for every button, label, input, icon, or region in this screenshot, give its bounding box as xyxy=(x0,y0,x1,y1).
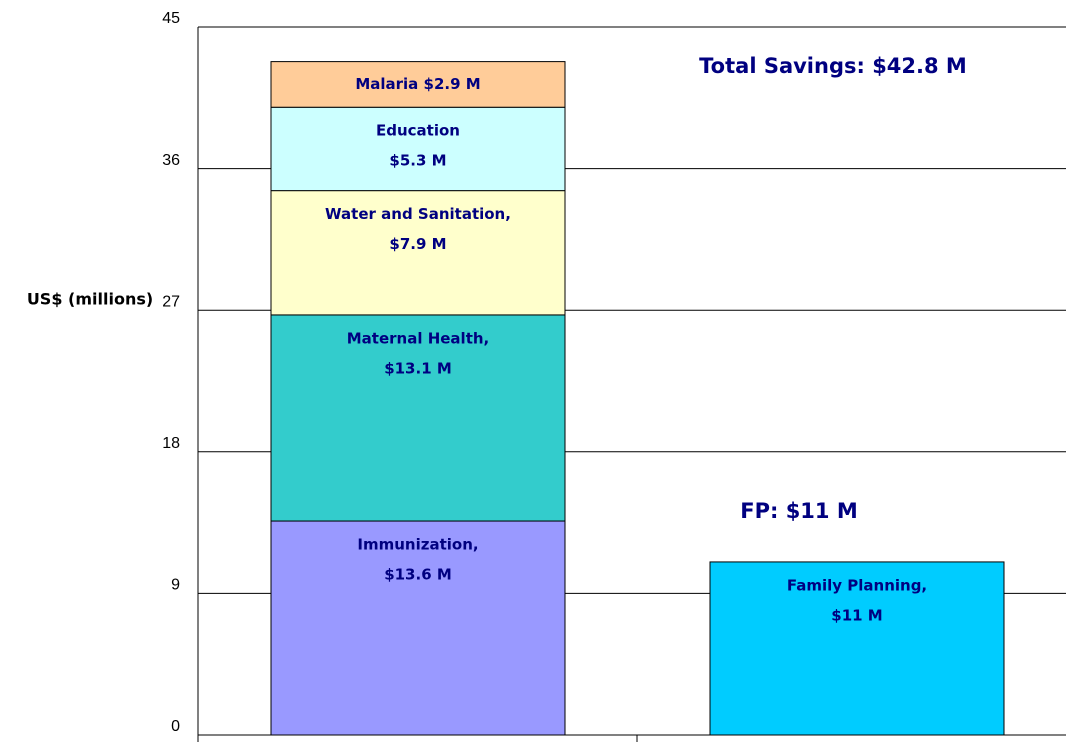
data-label: Maternal Health, xyxy=(347,329,490,347)
y-tick-label: 36 xyxy=(162,152,180,169)
data-label: $13.1 M xyxy=(384,359,452,377)
y-tick-label: 27 xyxy=(162,293,180,310)
annotation: FP: $11 M xyxy=(740,499,858,523)
bar-segment xyxy=(270,61,566,108)
data-label: $11 M xyxy=(831,606,882,624)
y-tick-label: 0 xyxy=(171,718,180,735)
data-label: Immunization, xyxy=(357,536,478,554)
data-label: Water and Sanitation, xyxy=(325,205,511,223)
y-tick-label: 9 xyxy=(171,577,180,594)
y-tick-label: 45 xyxy=(162,10,180,27)
bar-segment xyxy=(270,190,566,316)
bar-segment xyxy=(270,314,566,522)
data-label: $7.9 M xyxy=(389,235,446,253)
bar-segment xyxy=(270,106,566,192)
data-label: Malaria $2.9 M xyxy=(355,75,480,93)
bar-segment xyxy=(270,520,566,736)
y-tick-label: 18 xyxy=(162,435,180,452)
data-label: Family Planning, xyxy=(787,576,927,594)
bar-segment xyxy=(709,561,1005,736)
annotation: Total Savings: $42.8 M xyxy=(699,54,967,78)
data-label: $13.6 M xyxy=(384,566,452,584)
data-label: Education xyxy=(376,122,460,140)
data-label: $5.3 M xyxy=(389,152,446,170)
y-axis-label: US$ (millions) xyxy=(27,290,153,309)
